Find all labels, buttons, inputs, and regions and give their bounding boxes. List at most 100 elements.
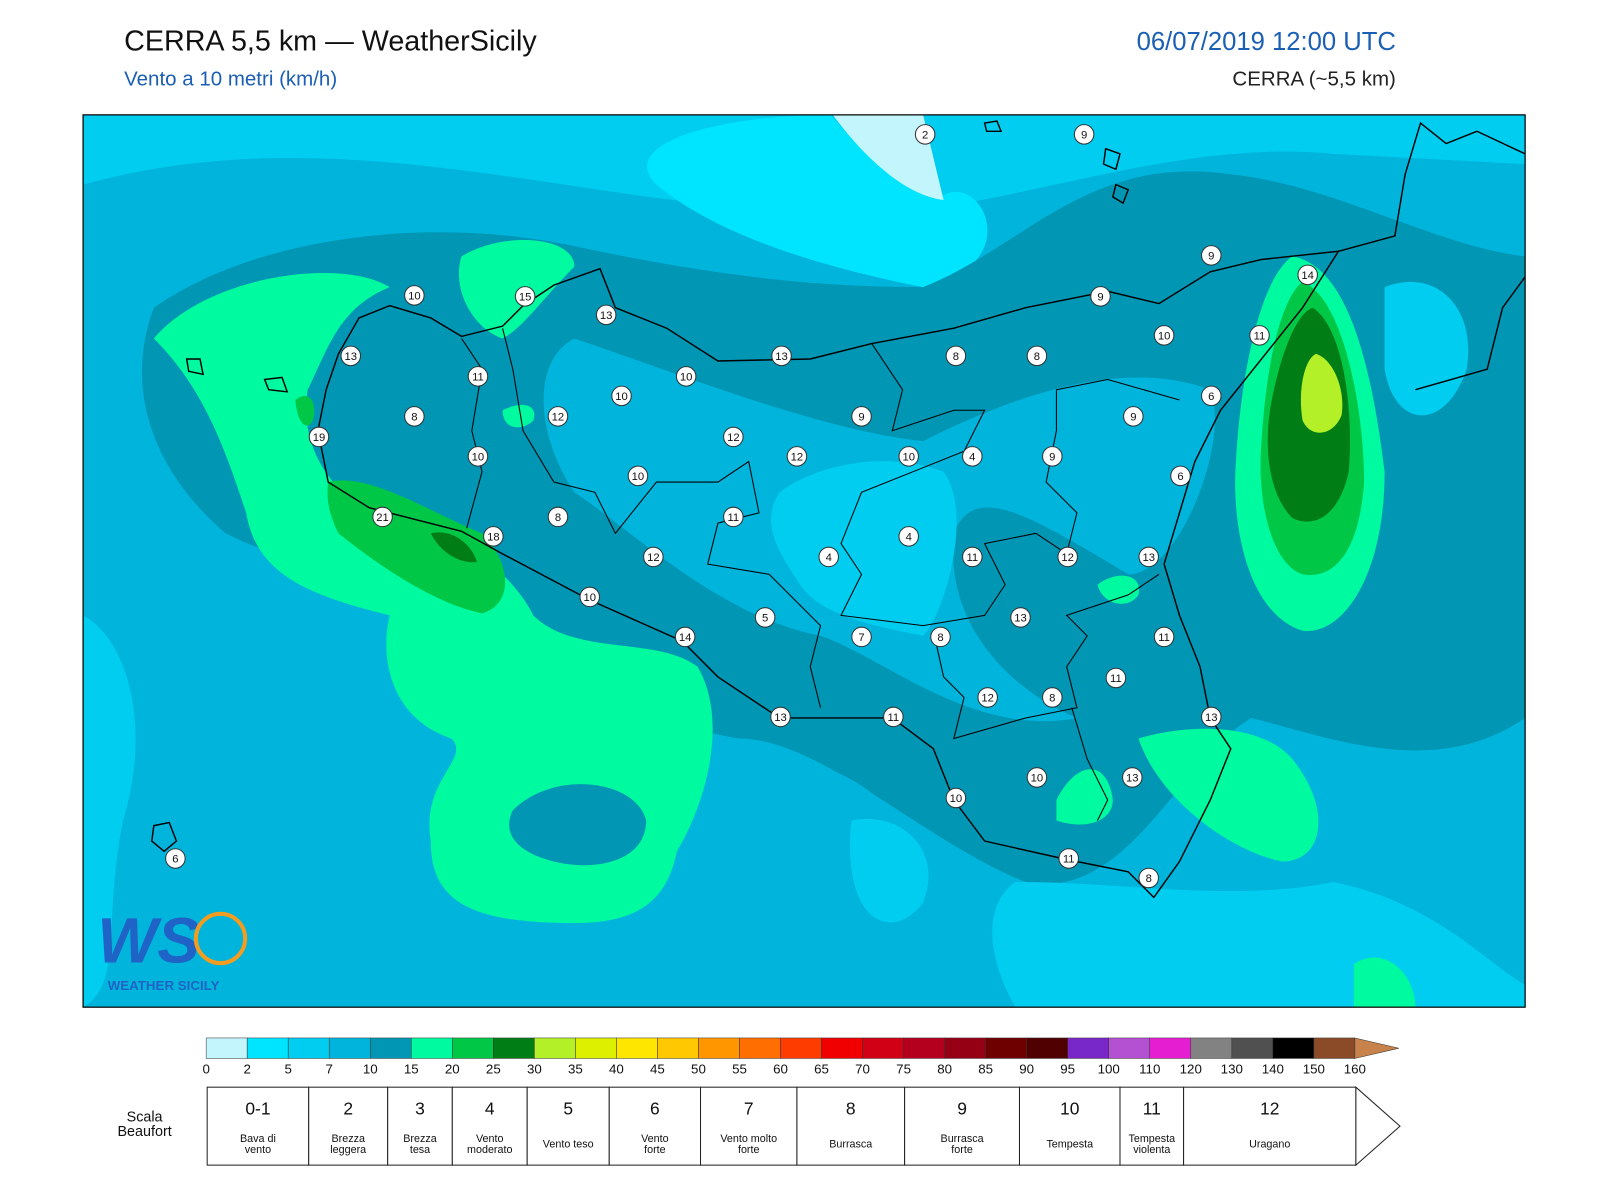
wind-label-marker (945, 345, 967, 367)
beaufort-force: 4 (485, 1098, 495, 1118)
wind-label-marker (945, 787, 967, 809)
wind-label: 9 (1208, 250, 1214, 262)
wind-label-marker (404, 406, 425, 427)
wind-label: 12 (727, 432, 740, 444)
beaufort-name: forte (951, 1144, 973, 1156)
wind-label-marker (547, 506, 569, 528)
wind-label: 4 (969, 451, 975, 463)
colorbar-tick-label: 70 (855, 1061, 870, 1076)
wind-label: 8 (1034, 351, 1040, 363)
wind-label-marker (851, 626, 872, 648)
colorbar-bin (1108, 1037, 1150, 1059)
beaufort-box (308, 1086, 389, 1166)
wind-label-marker (547, 406, 569, 427)
wind-label-marker (1073, 124, 1095, 145)
title: CERRA 5,5 km — WeatherSicily (124, 26, 537, 58)
beaufort-force: 8 (846, 1098, 856, 1118)
wind-label: 10 (1031, 772, 1044, 784)
colorbar-bin (1149, 1037, 1192, 1059)
colorbar-bin (205, 1037, 248, 1059)
beaufort-arrow (1355, 1086, 1401, 1167)
colorbar-bin (1026, 1037, 1068, 1059)
colorbar-bin (452, 1037, 494, 1059)
wind-label-marker (1026, 345, 1048, 367)
colorbar-bin (944, 1037, 986, 1059)
beaufort-box (526, 1086, 610, 1166)
wind-label-marker (483, 526, 504, 547)
colorbar-tick-label: 100 (1098, 1061, 1120, 1076)
wind-label: 11 (1254, 330, 1266, 342)
wind-label: 14 (679, 632, 692, 644)
colorbar-bin (821, 1037, 863, 1059)
wind-label-marker (1201, 706, 1222, 728)
colorbar-tick-label: 15 (404, 1061, 419, 1076)
wind-label-marker (818, 546, 839, 568)
wind-label-marker (723, 506, 744, 528)
beaufort-name: moderato (467, 1144, 512, 1156)
beaufort-force: 9 (957, 1098, 967, 1118)
wind-label: 10 (472, 451, 485, 463)
colorbar-tick-label: 65 (814, 1061, 829, 1076)
colorbar-tick-label: 0 (202, 1061, 209, 1076)
colorbar-bin (985, 1037, 1027, 1059)
wind-label: 10 (632, 471, 645, 483)
beaufort-name: forte (738, 1144, 760, 1156)
beaufort-name: violenta (1133, 1144, 1170, 1156)
datetime: 06/07/2019 12:00 UTC (1137, 28, 1396, 56)
beaufort-box (699, 1086, 798, 1166)
wind-label: 11 (887, 712, 899, 724)
wind-label: 13 (1142, 552, 1155, 564)
colorbar-bin (493, 1037, 535, 1059)
beaufort-title: Beaufort (117, 1124, 171, 1140)
wind-label: 19 (313, 432, 326, 444)
wind-label: 11 (472, 371, 484, 383)
beaufort-name: Tempesta (1128, 1133, 1175, 1145)
wind-label-marker (1153, 325, 1175, 346)
beaufort-box (387, 1086, 453, 1166)
wind-label: 12 (981, 692, 994, 704)
wind-label: 2 (922, 129, 928, 141)
wind-label-marker (595, 304, 617, 326)
beaufort-box (1018, 1086, 1121, 1166)
wind-label: 10 (902, 451, 915, 463)
wind-label-marker (579, 586, 600, 608)
wind-label: 10 (680, 371, 693, 383)
wind-label: 11 (1158, 632, 1170, 644)
beaufort-force: 11 (1143, 1098, 1161, 1118)
colorbar-bin (246, 1037, 289, 1059)
colorbar-tick-label: 7 (326, 1061, 333, 1076)
wind-label: 13 (600, 310, 613, 322)
beaufort-force: 7 (744, 1098, 754, 1118)
colorbar-extension (1354, 1037, 1400, 1059)
wind-label: 9 (1049, 451, 1055, 463)
wind-label-marker (723, 426, 744, 448)
wind-label: 11 (1063, 853, 1075, 865)
colorbar-tick-label: 60 (773, 1061, 788, 1076)
colorbar-tick-label: 2 (243, 1061, 250, 1076)
beaufort-box (451, 1086, 528, 1166)
colorbar-bin (739, 1037, 781, 1059)
wind-label-marker (308, 426, 330, 448)
wind-label-marker (1026, 767, 1048, 788)
wind-label-marker (962, 446, 983, 467)
wind-label: 6 (172, 853, 178, 865)
wind-label: 12 (552, 411, 565, 423)
colorbar-bin (369, 1037, 412, 1059)
wind-label-marker (898, 526, 919, 547)
wind-label: 9 (1130, 411, 1136, 423)
model: CERRA (~5,5 km) (1232, 67, 1395, 90)
colorbar-tick-label: 40 (609, 1061, 624, 1076)
wind-label-marker (675, 366, 697, 387)
logo-text: WEATHER SICILY (108, 978, 220, 993)
wind-label-marker (851, 406, 872, 427)
colorbar-bin (780, 1037, 822, 1059)
wind-label-marker (404, 285, 425, 306)
wind-label: 10 (408, 290, 421, 302)
wind-label: 12 (647, 552, 660, 564)
wind-label-marker (1010, 607, 1031, 628)
wind-label: 8 (937, 632, 943, 644)
wind-label-marker (770, 706, 791, 728)
wind-label-marker (627, 465, 649, 487)
wind-label: 13 (1205, 712, 1218, 724)
colorbar-bin (903, 1037, 945, 1059)
